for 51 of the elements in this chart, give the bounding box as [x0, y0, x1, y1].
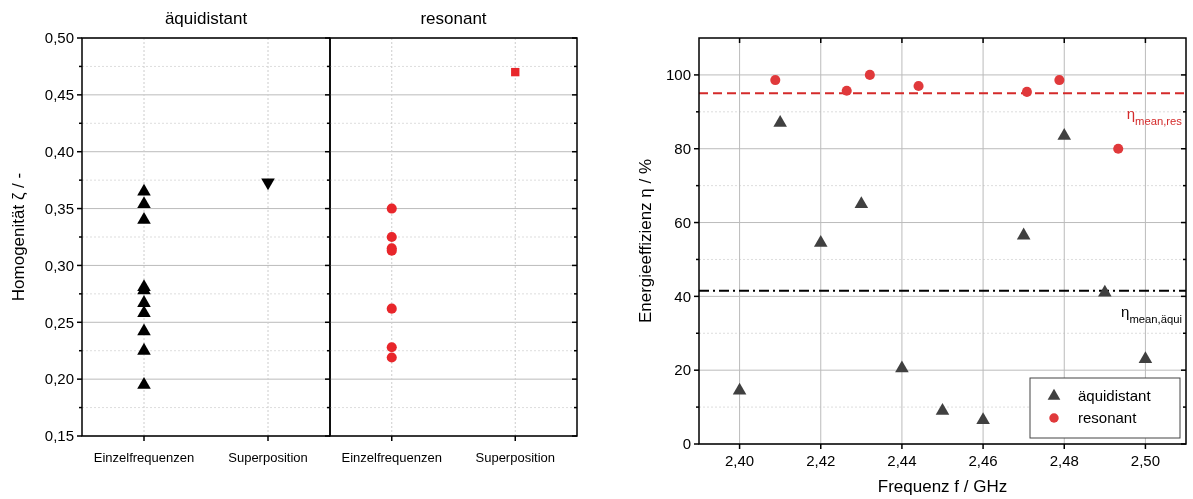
point [770, 75, 781, 86]
y-tick-label: 100 [665, 66, 691, 84]
point [854, 196, 869, 209]
y-tick-label: 0,30 [44, 256, 74, 274]
y-tick-label: 0,35 [44, 199, 74, 217]
y-tick-label: 40 [674, 287, 691, 305]
x-tick-label: 2,48 [1049, 452, 1079, 469]
y-tick-label: 0 [682, 435, 691, 453]
point [864, 69, 875, 80]
x-tick-label: Superposition [228, 450, 308, 465]
y-tick-label: 80 [674, 139, 691, 157]
y-tick-label: 0,20 [44, 370, 74, 388]
point [732, 382, 747, 395]
point [1057, 127, 1072, 140]
point [895, 360, 909, 373]
y-tick-label: 0,40 [44, 142, 74, 160]
y-tick-label: 20 [674, 361, 691, 379]
x-tick-label: 2,40 [724, 452, 755, 469]
point [841, 85, 852, 96]
point [935, 402, 950, 415]
x-tick-label: Einzelfrequenzen [93, 450, 195, 465]
point [1113, 143, 1124, 154]
legend-label: äquidistant [1078, 387, 1152, 405]
point [1054, 75, 1065, 86]
point [1138, 351, 1153, 364]
point [1021, 86, 1032, 97]
y-tick-label: 0,15 [44, 427, 74, 445]
chart-title: äquidistant [164, 9, 248, 28]
y-tick-label: 0,45 [44, 86, 74, 104]
point [976, 412, 990, 424]
y-axis-title: Homogenität ζ / - [9, 172, 28, 302]
point [773, 115, 787, 127]
point [1098, 284, 1112, 297]
ref-line-label: η$_{mean,res}$ [1126, 105, 1183, 128]
chart-title: resonant [420, 9, 487, 28]
x-axis-title: Frequenz f / GHz [877, 477, 1008, 496]
y-tick-label: 60 [674, 213, 691, 231]
point [913, 80, 924, 92]
x-tick-label: 2,42 [806, 452, 836, 469]
y-tick-label: 0,25 [44, 313, 74, 331]
x-tick-label: Einzelfrequenzen [341, 450, 442, 465]
x-tick-label: 2,44 [887, 452, 917, 469]
ref-line-label: η$_{mean,äqui}$ [1121, 302, 1182, 325]
y-axis-title: Energieeffizienz η / % [636, 158, 655, 324]
legend-label: resonant [1078, 409, 1138, 427]
point [1016, 227, 1031, 240]
x-tick-label: 2,46 [968, 452, 998, 469]
x-tick-label: Superposition [475, 450, 555, 465]
y-tick-label: 0,50 [44, 29, 74, 47]
point [813, 235, 828, 247]
x-tick-label: 2,50 [1130, 452, 1161, 469]
